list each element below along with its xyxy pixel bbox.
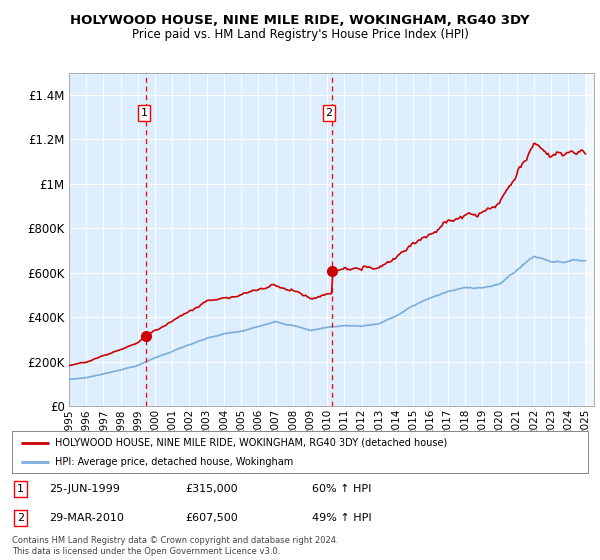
Text: 2: 2 [17,514,24,524]
Text: £607,500: £607,500 [185,514,238,524]
Text: 2: 2 [325,108,332,118]
Text: HOLYWOOD HOUSE, NINE MILE RIDE, WOKINGHAM, RG40 3DY (detached house): HOLYWOOD HOUSE, NINE MILE RIDE, WOKINGHA… [55,437,448,447]
Text: 1: 1 [140,108,148,118]
Text: 60% ↑ HPI: 60% ↑ HPI [311,484,371,494]
Text: Price paid vs. HM Land Registry's House Price Index (HPI): Price paid vs. HM Land Registry's House … [131,28,469,41]
Text: 29-MAR-2010: 29-MAR-2010 [49,514,124,524]
Text: 25-JUN-1999: 25-JUN-1999 [49,484,121,494]
Text: HOLYWOOD HOUSE, NINE MILE RIDE, WOKINGHAM, RG40 3DY: HOLYWOOD HOUSE, NINE MILE RIDE, WOKINGHA… [70,14,530,27]
Text: £315,000: £315,000 [185,484,238,494]
Text: HPI: Average price, detached house, Wokingham: HPI: Average price, detached house, Woki… [55,457,293,467]
Text: 1: 1 [17,484,24,494]
Text: 49% ↑ HPI: 49% ↑ HPI [311,514,371,524]
Text: Contains HM Land Registry data © Crown copyright and database right 2024.
This d: Contains HM Land Registry data © Crown c… [12,536,338,556]
Bar [586,73,594,406]
